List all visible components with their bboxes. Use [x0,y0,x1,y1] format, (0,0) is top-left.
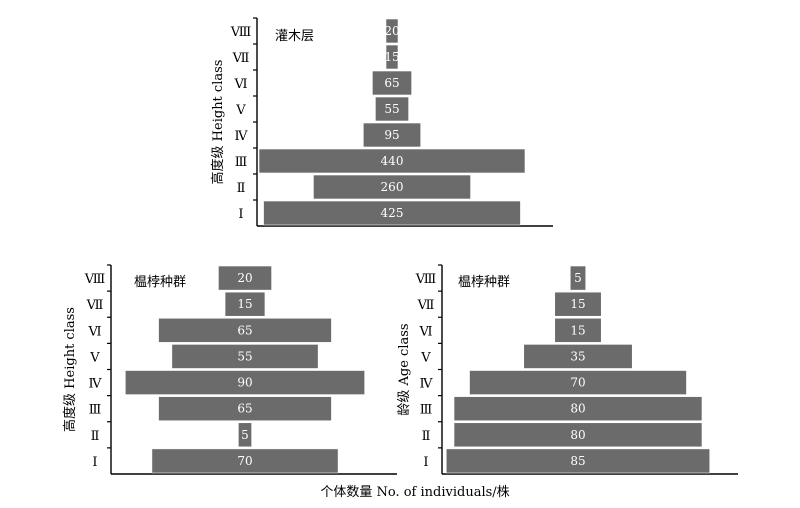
y-tick-label: Ⅲ [420,403,433,418]
bar [469,370,687,395]
bar-value-label: 85 [570,454,585,468]
bar [224,291,266,317]
y-tick-label: Ⅲ [235,155,248,170]
panel-title: 灌木层 [275,29,314,44]
bar-value-label: 15 [384,50,399,64]
y-tick-label: Ⅳ [420,377,434,392]
bar-value-label: 5 [241,428,249,442]
y-tick-label: Ⅵ [418,324,432,339]
y-tick-label: Ⅳ [235,129,249,144]
bar [313,174,471,200]
bar-value-label: 65 [237,402,252,416]
bar [375,96,409,122]
bar [151,448,339,474]
y-tick-label: Ⅱ [91,429,100,444]
x-axis-title: 个体数量 No. of individuals/株 [320,485,509,500]
bar [453,422,703,448]
bar-value-label: 5 [574,271,582,285]
bar-value-label: 20 [237,271,252,285]
y-axis-title: 高度级 Height class [62,307,78,432]
bar-value-label: 55 [237,349,252,363]
bar-value-label: 20 [384,24,399,38]
bar [445,448,711,474]
y-tick-label: Ⅵ [87,324,101,339]
bar [523,344,633,369]
bar-value-label: 55 [384,102,399,116]
bar [218,265,272,291]
bar [554,317,602,343]
y-tick-label: Ⅲ [89,403,102,418]
bar-value-label: 80 [570,428,585,442]
bar-value-label: 440 [381,154,404,168]
y-tick-label: Ⅰ [423,455,428,470]
bar-value-label: 425 [381,206,404,220]
y-tick-label: Ⅴ [89,350,100,365]
bar-value-label: 65 [237,323,252,337]
y-tick-label: Ⅷ [415,272,436,287]
bar [385,18,399,44]
bar [569,265,587,291]
bar [385,44,399,70]
y-axis-title: 龄级 Age class [397,323,412,415]
y-tick-label: Ⅶ [417,298,435,313]
bar-value-label: 15 [237,297,252,311]
y-tick-label: Ⅴ [420,350,431,365]
bar-value-label: 80 [570,402,585,416]
bar [158,396,332,422]
bar [554,291,602,317]
y-tick-label: Ⅰ [238,207,243,222]
y-tick-label: Ⅰ [92,455,97,470]
bar [238,422,252,448]
bar [453,396,703,422]
bar [372,70,412,96]
bar-value-label: 15 [570,323,585,337]
bar-value-label: 70 [237,454,252,468]
y-tick-label: Ⅶ [86,298,104,313]
bar-value-label: 15 [570,297,585,311]
bar [125,370,365,395]
panel-title: 榅桲种群 [134,274,186,290]
y-tick-label: Ⅴ [235,103,246,118]
bar [362,122,422,148]
bar-value-label: 260 [381,180,404,194]
panel-title: 榅桲种群 [458,274,510,290]
bar-value-label: 65 [384,76,399,90]
bar-value-label: 35 [570,349,585,363]
bar [258,148,526,174]
bar-value-label: 90 [237,376,252,390]
y-tick-label: Ⅷ [84,272,105,287]
bar [263,200,521,226]
y-tick-label: Ⅵ [233,77,247,92]
y-axis-title: 高度级 Height class [210,60,226,185]
y-tick-label: Ⅱ [237,181,246,196]
y-tick-label: Ⅳ [89,377,103,392]
bar [158,317,332,343]
bar [171,344,319,369]
bar-value-label: 95 [384,128,399,142]
y-tick-label: Ⅶ [232,51,250,66]
y-tick-label: Ⅷ [230,25,251,40]
y-tick-label: Ⅱ [422,429,431,444]
bar-value-label: 70 [570,376,585,390]
